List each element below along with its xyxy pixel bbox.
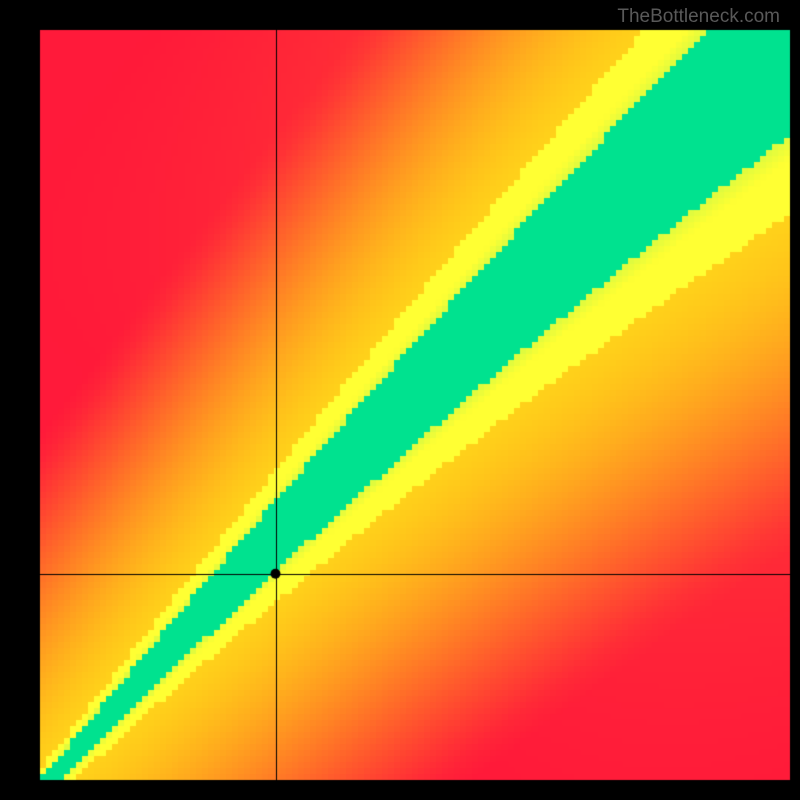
watermark-text: TheBottleneck.com	[617, 6, 780, 28]
heatmap-canvas	[0, 0, 800, 800]
chart-container: TheBottleneck.com	[0, 0, 800, 800]
heatmap-canvas-wrap	[0, 0, 800, 800]
